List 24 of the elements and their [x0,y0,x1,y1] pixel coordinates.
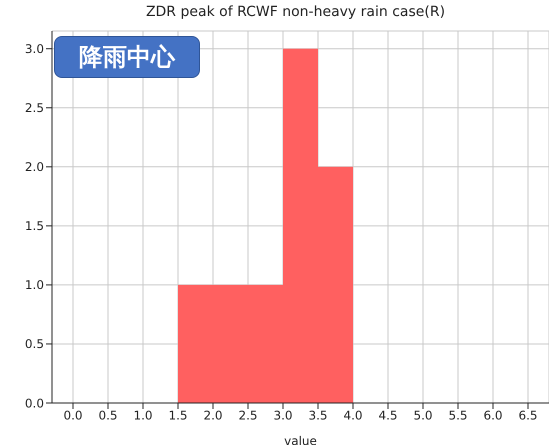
y-tick-label: 0.0 [24,396,44,410]
chart-title: ZDR peak of RCWF non-heavy rain case(R) [144,4,446,20]
x-tick-label: 2.5 [238,408,258,423]
y-tick-label: 2.5 [24,101,44,116]
y-tick-label: 3.0 [24,42,44,56]
x-tick-label: 3.5 [308,408,328,423]
y-tick-label: 1.5 [24,219,44,234]
x-tick-label: 1.5 [168,408,188,423]
x-tick-label: 0.0 [63,408,83,423]
x-tick-label: 2.0 [203,408,223,423]
y-tick-label: 1.0 [24,278,44,292]
x-tick-label: 1.0 [133,408,153,423]
annotation: 降雨中心 [54,36,200,78]
x-tick-label: 0.5 [98,408,118,423]
x-tick-label: 6.5 [518,408,538,423]
x-tick-label: 4.0 [343,408,363,423]
x-tick-label: 5.5 [448,408,468,423]
x-tick-label: 3.0 [273,408,293,423]
y-tick-label: 2.0 [24,160,44,174]
x-axis-title: value [284,434,317,447]
x-tick-label: 5.0 [413,408,433,423]
x-tick-label: 6.0 [483,408,503,423]
x-tick-label: 4.5 [378,408,398,423]
y-tick-label: 0.5 [24,337,44,352]
